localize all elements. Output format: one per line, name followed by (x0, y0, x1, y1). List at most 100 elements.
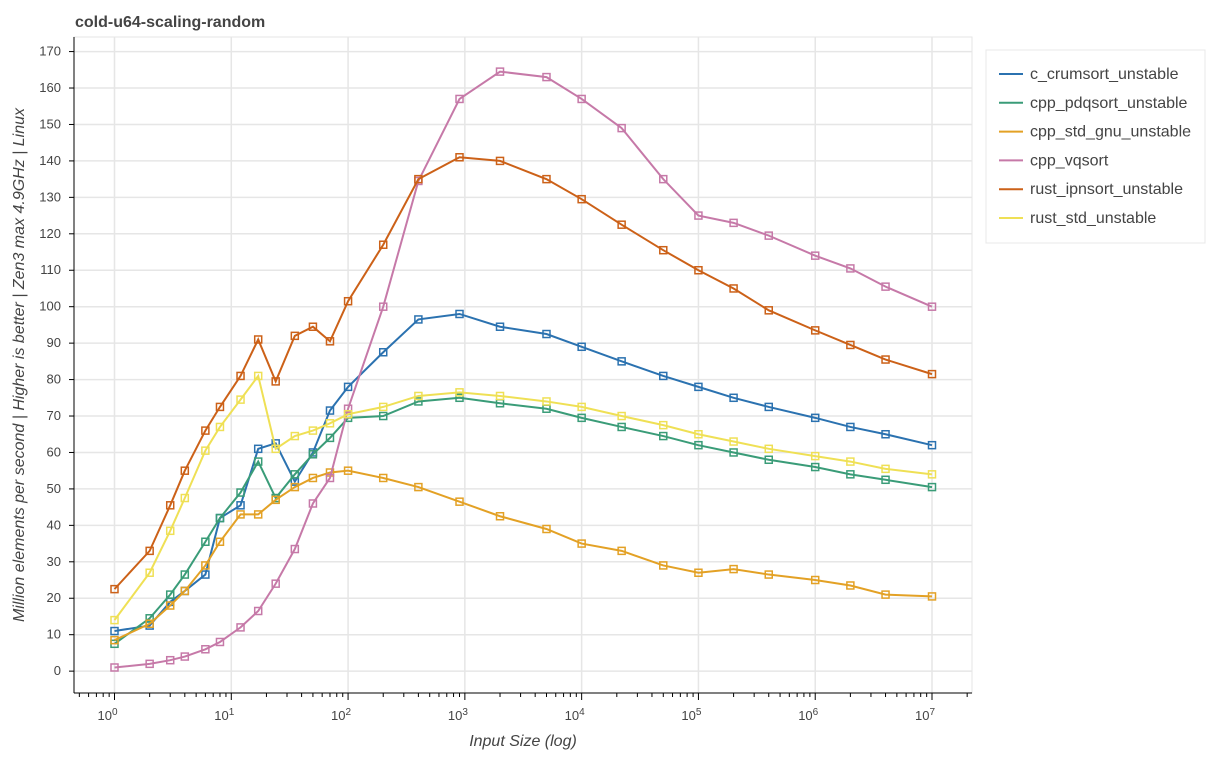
data-point (927, 592, 937, 601)
data-point (201, 537, 210, 547)
data-point (455, 388, 464, 397)
x-tick-base: 10 (214, 708, 228, 723)
legend-label: cpp_pdqsort_unstable (1030, 95, 1188, 112)
x-tick-label: 107 (915, 707, 935, 723)
data-point (495, 322, 505, 331)
y-tick-label: 10 (47, 627, 61, 642)
data-point (881, 590, 890, 599)
chart-title: cold-u64-scaling-random (75, 14, 265, 31)
x-tick-exponent: 3 (462, 707, 468, 718)
y-tick-label: 80 (47, 372, 61, 387)
data-point (165, 590, 175, 599)
plot-frame (73, 36, 973, 694)
y-tick-label: 130 (39, 189, 61, 204)
legend-label: cpp_vqsort (1030, 152, 1109, 169)
y-tick-label: 40 (47, 517, 61, 532)
data-point (236, 501, 245, 510)
data-point (215, 402, 225, 412)
x-tick-exponent: 5 (696, 707, 702, 718)
data-point (201, 426, 210, 435)
series-line (114, 469, 933, 642)
data-point (308, 426, 318, 435)
data-point (881, 355, 890, 364)
data-point (729, 437, 738, 446)
y-tick-label: 170 (39, 44, 61, 59)
data-point (290, 470, 300, 479)
data-point (455, 94, 464, 104)
data-point (764, 455, 773, 465)
data-point (215, 637, 225, 647)
data-point (378, 402, 388, 412)
data-point (729, 284, 738, 293)
series-cpp_pdqsort_unstable (110, 393, 937, 649)
data-point (927, 302, 937, 311)
data-point (201, 561, 210, 570)
data-point (729, 218, 738, 228)
y-tick-label: 70 (47, 408, 61, 423)
data-point (215, 537, 225, 547)
data-point (378, 473, 388, 483)
x-tick-exponent: 6 (813, 707, 819, 718)
x-tick-base: 10 (681, 708, 695, 723)
data-point (617, 123, 626, 133)
data-point (495, 391, 505, 401)
data-point (414, 174, 423, 184)
legend-label: cpp_std_gnu_unstable (1030, 124, 1191, 141)
series-line (113, 156, 933, 590)
y-tick-label: 60 (47, 444, 61, 459)
data-point (325, 337, 335, 346)
series-line (113, 396, 933, 645)
data-point (542, 174, 551, 184)
data-point (810, 575, 820, 585)
data-point (846, 422, 855, 432)
data-point (617, 422, 626, 432)
y-tick-label: 50 (47, 481, 61, 496)
data-point (253, 457, 263, 466)
y-tick-label: 100 (39, 299, 61, 314)
data-point (271, 377, 280, 386)
data-point (325, 473, 335, 483)
data-point (455, 153, 464, 162)
data-point (846, 470, 855, 479)
data-point (881, 464, 890, 474)
data-point (694, 382, 703, 392)
data-point (290, 544, 300, 554)
data-point (343, 409, 353, 419)
x-tick-base: 10 (798, 708, 812, 723)
data-point (414, 482, 423, 492)
data-point (343, 296, 353, 306)
data-point (659, 174, 668, 184)
data-point (810, 451, 820, 461)
data-point (764, 402, 773, 412)
data-point (577, 539, 586, 548)
data-point (236, 623, 245, 632)
data-point (236, 510, 245, 519)
data-point (378, 347, 388, 357)
data-point (414, 391, 423, 401)
data-point (201, 645, 210, 654)
data-point (271, 579, 280, 588)
data-point (577, 194, 586, 204)
x-tick-label: 100 (97, 707, 117, 723)
data-point (542, 397, 551, 406)
data-point (810, 326, 820, 335)
x-tick-base: 10 (565, 708, 579, 723)
data-point (577, 342, 586, 352)
data-point (577, 413, 586, 423)
legend: c_crumsort_unstable cpp_pdqsort_unstablec… (985, 49, 1206, 244)
legend-label: rust_ipnsort_unstable (1030, 181, 1183, 198)
data-point (145, 659, 154, 669)
x-tick-label: 101 (214, 707, 234, 723)
data-point (927, 482, 937, 492)
series-c_crumsort_unstable (110, 309, 937, 636)
data-point (455, 393, 464, 403)
x-tick-exponent: 2 (346, 707, 352, 718)
data-point (180, 466, 190, 475)
data-point (236, 488, 245, 497)
data-point (927, 470, 937, 479)
data-point (253, 606, 263, 616)
data-point (253, 371, 263, 381)
data-point (542, 72, 551, 82)
data-point (145, 568, 154, 577)
